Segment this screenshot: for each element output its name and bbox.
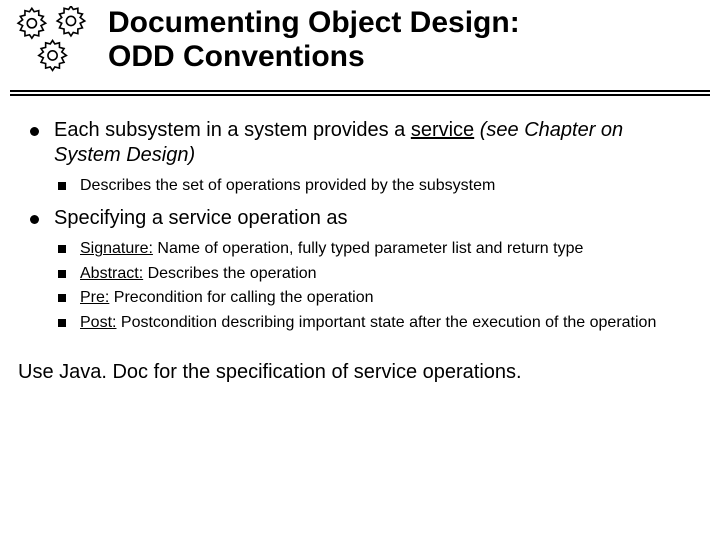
text-run: service [411,119,474,141]
text-run: Abstract: [80,265,143,282]
sub-list-item: Describes the set of operations provided… [54,176,692,196]
sub-list-item: Abstract: Describes the operation [54,264,692,284]
text-run: Signature: [80,240,153,257]
list-item: Each subsystem in a system provides a se… [28,118,692,196]
sub-list: Signature: Name of operation, fully type… [54,239,692,333]
sub-list-item: Post: Postcondition describing important… [54,313,692,333]
sub-list: Describes the set of operations provided… [54,176,692,196]
page-title: Documenting Object Design: ODD Conventio… [108,6,710,73]
text-run: Describes the operation [143,265,316,282]
title-block: Documenting Object Design: ODD Conventio… [100,6,710,73]
title-line-1: Documenting Object Design: [108,6,520,39]
text-run: Each subsystem in a system provides a [54,119,411,141]
footer-text: Use Java. Doc for the specification of s… [0,343,720,384]
gears-icon [10,6,100,84]
text-run: Specifying a service operation as [54,207,348,229]
text-run: Precondition for calling the operation [109,289,373,306]
title-line-2: ODD Conventions [108,40,365,73]
content: Each subsystem in a system provides a se… [0,96,720,333]
sub-list-item: Pre: Precondition for calling the operat… [54,288,692,308]
text-run: Name of operation, fully typed parameter… [153,240,583,257]
text-run: Postcondition describing important state… [116,314,656,331]
list-item: Specifying a service operation as Signatu… [28,206,692,333]
sub-list-item: Signature: Name of operation, fully type… [54,239,692,259]
text-run: Pre: [80,289,109,306]
text-run: Describes the set of operations provided… [80,177,495,194]
text-run: Post: [80,314,116,331]
header: Documenting Object Design: ODD Conventio… [0,0,720,84]
bullet-list: Each subsystem in a system provides a se… [28,118,692,333]
